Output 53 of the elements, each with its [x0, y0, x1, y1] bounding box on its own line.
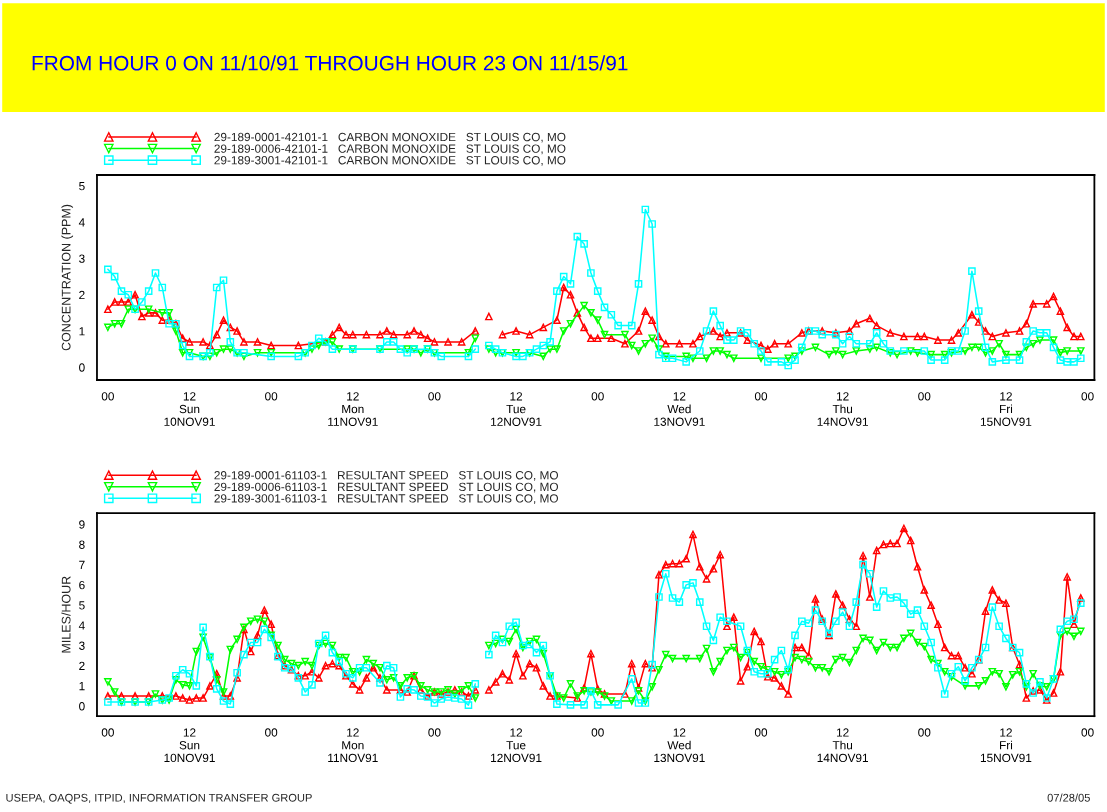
x-tick-label: 00 — [1081, 392, 1094, 401]
x-tick-label: 12 Thu 14NOV91 — [817, 392, 868, 426]
x-tick-label: 00 — [918, 392, 931, 401]
text: 07/28/05 — [1047, 793, 1090, 802]
legend-label: 29-189-0001-61103-1 RESULTANT SPEED ST LOUIS CO, MO — [214, 471, 558, 481]
x-tick-label: 12 Mon 11NOV91 — [328, 392, 378, 426]
x-tick-label: 00 — [918, 728, 931, 737]
y-axis-title: MILES/HOUR — [61, 576, 71, 653]
x-tick-label: 00 — [591, 728, 604, 737]
y-tick-label: 0 — [79, 363, 85, 372]
y-tick-label: 3 — [79, 641, 85, 650]
y-tick-label: 2 — [79, 661, 85, 670]
x-tick-label: 00 — [265, 392, 278, 401]
y-tick-label: 4 — [78, 621, 85, 630]
y-axis-title: CONCENTRATION (PPM) — [61, 204, 74, 351]
legend-label: 29-189-0006-61103-1 RESULTANT SPEED ST LOUIS CO, MO — [214, 482, 558, 493]
x-tick-label: 12 Wed 13NOV91 — [654, 728, 705, 763]
y-tick-label: 7 — [79, 560, 85, 569]
x-tick-label: 12 Tue 12NOV91 — [491, 728, 542, 763]
y-tick-label: 2 — [79, 290, 85, 300]
x-tick-label: 12 Fri 15NOV91 — [980, 728, 1032, 763]
y-tick-label: 4 — [78, 218, 85, 227]
x-tick-label: 00 — [1081, 728, 1094, 737]
legend-label: 29-189-0006-42101-1 CARBON MONOXIDE ST LOUIS CO, MO — [214, 144, 566, 155]
legend-label: 29-189-0001-42101-1 CARBON MONOXIDE ST LOUIS CO, MO — [214, 132, 566, 143]
x-tick-label: 12 Fri 15NOV91 — [980, 392, 1032, 426]
x-tick-label: 00 — [428, 728, 441, 737]
x-tick-label: 00 — [754, 728, 768, 737]
x-tick-label: 12 Mon 11NOV91 — [328, 728, 378, 763]
x-tick-label: 00 — [428, 392, 441, 401]
y-tick-label: 1 — [79, 682, 85, 691]
text: USEPA, OAQPS, ITPID, INFORMATION TRANSFER GROUP — [6, 793, 312, 804]
y-tick-label: 1 — [79, 327, 85, 336]
x-tick-label: 12 Thu 14NOV91 — [817, 728, 868, 763]
x-tick-label: 00 — [101, 728, 114, 737]
y-tick-label: 0 — [79, 702, 85, 711]
chart-title: FROM HOUR 0 ON 11/10/91 THROUGH HOUR 23 ON 11/15/91 — [32, 55, 628, 71]
y-tick-label: 3 — [79, 254, 85, 263]
x-tick-label: 00 — [265, 728, 278, 737]
x-tick-label: 12 Tue 12NOV91 — [491, 392, 542, 426]
x-tick-label: 00 — [101, 392, 114, 401]
x-tick-label: 00 — [754, 392, 768, 401]
y-tick-label: 5 — [79, 182, 85, 191]
x-tick-label: 12 Sun 10NOV91 — [164, 728, 215, 763]
x-tick-label: 12 Wed 13NOV91 — [654, 392, 705, 426]
x-tick-label: 12 Sun 10NOV91 — [164, 392, 215, 426]
y-tick-label: 8 — [79, 540, 85, 549]
x-tick-label: 00 — [591, 392, 604, 401]
y-tick-label: 9 — [79, 520, 85, 529]
legend-label: 29-189-3001-61103-1 RESULTANT SPEED ST LOUIS CO, MO — [214, 494, 558, 504]
legend-label: 29-189-3001-42101-1 CARBON MONOXIDE ST LOUIS CO, MO — [214, 156, 566, 166]
y-tick-label: 5 — [79, 601, 85, 610]
y-tick-label: 6 — [79, 580, 85, 590]
